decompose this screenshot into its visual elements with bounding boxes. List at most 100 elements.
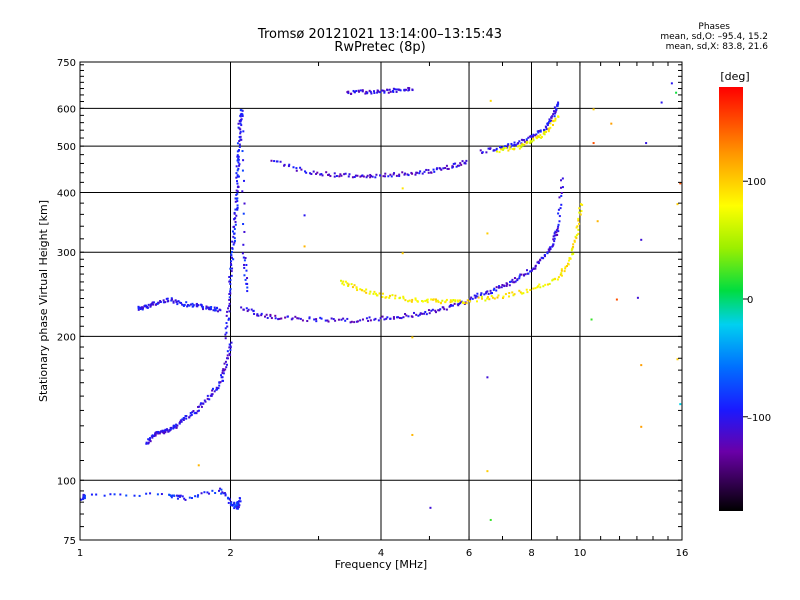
echo-point — [402, 295, 405, 298]
echo-point — [228, 498, 231, 501]
echo-point — [534, 264, 537, 267]
echo-point — [147, 441, 150, 444]
echo-point — [548, 248, 551, 251]
echo-point — [505, 284, 508, 287]
echo-point — [340, 279, 343, 282]
echo-point — [291, 317, 294, 320]
echo-point — [256, 314, 259, 317]
echo-point — [180, 301, 183, 304]
echo-point — [445, 308, 448, 311]
echo-point — [82, 496, 85, 499]
echo-point — [170, 297, 173, 300]
echo-point — [676, 358, 679, 361]
echo-point — [573, 240, 576, 243]
echo-point — [297, 317, 300, 320]
echo-point — [530, 134, 533, 137]
echo-point — [299, 317, 302, 320]
echo-point — [233, 212, 236, 215]
echo-point — [463, 161, 466, 164]
echo-point — [235, 165, 238, 168]
echo-point — [219, 487, 222, 490]
echo-point — [523, 143, 526, 146]
echo-point — [439, 302, 442, 305]
echo-point — [205, 305, 208, 308]
echo-point — [188, 416, 191, 419]
echo-point — [610, 122, 613, 125]
echo-point — [640, 238, 643, 241]
echo-point — [243, 230, 246, 233]
echo-point — [504, 145, 507, 148]
echo-point — [570, 249, 573, 252]
echo-point — [237, 149, 240, 152]
echo-point — [414, 297, 417, 300]
echo-point — [172, 300, 175, 303]
echo-point — [508, 147, 511, 150]
data-points — [80, 82, 682, 521]
echo-point — [227, 318, 230, 321]
echo-point — [234, 208, 237, 211]
echo-point — [230, 254, 233, 257]
echo-point — [548, 118, 551, 121]
echo-point — [572, 245, 575, 248]
echo-point — [342, 317, 345, 320]
echo-point — [235, 189, 238, 192]
echo-point — [543, 254, 546, 257]
echo-point — [137, 308, 140, 311]
echo-point — [507, 143, 510, 146]
echo-point — [308, 316, 311, 319]
echo-point — [348, 173, 351, 176]
echo-point — [376, 91, 379, 94]
echo-point — [502, 295, 505, 298]
echo-point — [567, 259, 570, 262]
echo-point — [516, 278, 519, 281]
echo-point — [319, 173, 322, 176]
echo-point — [220, 488, 223, 491]
echo-point — [553, 240, 556, 243]
echo-point — [469, 298, 472, 301]
echo-point — [315, 320, 318, 323]
echo-point — [211, 389, 214, 392]
echo-point — [561, 177, 564, 180]
echo-point — [176, 424, 179, 427]
echo-point — [230, 502, 233, 505]
echo-point — [557, 230, 560, 233]
echo-point — [394, 297, 397, 300]
echo-point — [529, 270, 532, 273]
echo-point — [224, 333, 227, 336]
echo-point — [342, 280, 345, 283]
echo-point — [182, 417, 185, 420]
echo-point — [188, 304, 191, 307]
echo-point — [568, 257, 571, 260]
echo-point — [347, 90, 350, 93]
echo-point — [236, 159, 239, 162]
echo-point — [344, 280, 347, 283]
echo-point — [484, 299, 487, 302]
echo-point — [457, 304, 460, 307]
echo-point — [347, 284, 350, 287]
echo-point — [149, 492, 152, 495]
echo-point — [408, 299, 411, 302]
echo-point — [353, 91, 356, 94]
echo-point — [475, 295, 478, 298]
echo-point — [640, 425, 643, 428]
echo-point — [548, 121, 551, 124]
echo-point — [232, 225, 235, 228]
echo-point — [221, 369, 224, 372]
echo-point — [398, 173, 401, 176]
echo-point — [241, 252, 244, 255]
echo-point — [426, 301, 429, 304]
echo-point — [548, 282, 551, 285]
echo-point — [141, 308, 144, 311]
x-tick-label: 4 — [378, 548, 384, 559]
echo-point — [237, 506, 240, 509]
echo-point — [479, 294, 482, 297]
echo-point — [489, 147, 492, 150]
echo-point — [455, 165, 458, 168]
echo-point — [321, 174, 324, 177]
echo-point — [190, 497, 193, 500]
echo-point — [477, 296, 480, 299]
echo-point — [236, 208, 239, 211]
echo-point — [119, 493, 122, 496]
echo-point — [159, 300, 162, 303]
echo-point — [197, 405, 200, 408]
